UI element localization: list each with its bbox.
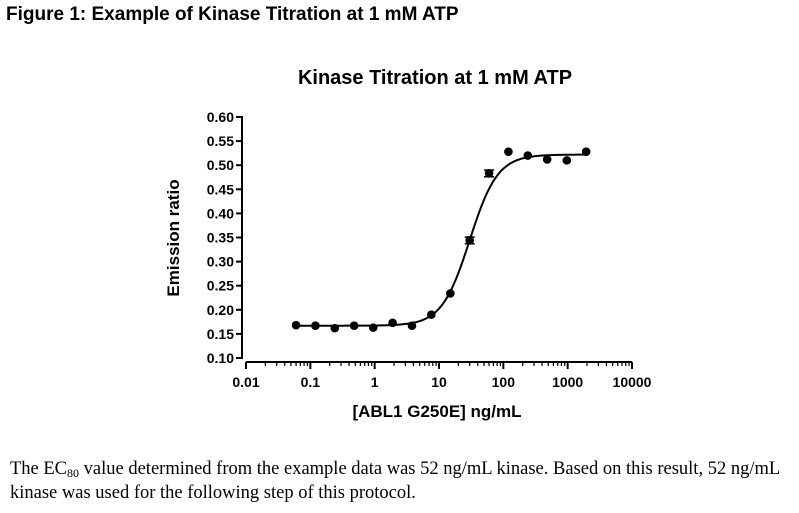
data-point bbox=[368, 323, 378, 332]
y-axis: 0.10 0.15 0.20 0.25 0.30 0.35 0.40 0.45 0.50 0.55… bbox=[207, 109, 243, 366]
data-point bbox=[427, 310, 436, 319]
y-tick-label: 0.35 bbox=[207, 230, 234, 246]
data-point bbox=[349, 321, 359, 331]
data-point bbox=[484, 169, 494, 178]
data-point bbox=[330, 323, 340, 333]
y-axis-label: Emission ratio bbox=[164, 179, 183, 296]
x-tick-label: 0.1 bbox=[301, 374, 321, 390]
x-tick-label: 0.01 bbox=[232, 374, 259, 390]
x-axis-label: [ABL1 G250E] ng/mL bbox=[352, 402, 521, 421]
y-tick-label: 0.15 bbox=[207, 326, 234, 342]
y-tick-label: 0.30 bbox=[207, 254, 234, 270]
data-point bbox=[407, 321, 417, 331]
data-point bbox=[562, 156, 572, 165]
y-tick-label: 0.40 bbox=[207, 205, 234, 221]
chart-title: Kinase Titration at 1 mM ATP bbox=[298, 67, 572, 89]
data-point bbox=[504, 147, 513, 157]
y-tick-label: 0.50 bbox=[207, 157, 234, 173]
y-tick-label: 0.20 bbox=[207, 302, 234, 318]
data-point bbox=[446, 289, 455, 298]
data-point bbox=[291, 320, 301, 330]
data-points bbox=[291, 147, 591, 333]
data-point bbox=[523, 151, 533, 160]
y-tick-label: 0.60 bbox=[207, 109, 234, 125]
y-tick-label: 0.55 bbox=[207, 133, 234, 149]
chart: Kinase Titration at 1 mM ATP 0.10 0.15 0.2… bbox=[164, 67, 652, 421]
body-text-part2: value determined from the example data w… bbox=[10, 459, 780, 503]
x-tick-label: 10000 bbox=[613, 374, 652, 390]
x-tick-label: 10 bbox=[431, 374, 447, 390]
fit-curve bbox=[296, 153, 588, 327]
body-text: The EC80 value determined from the examp… bbox=[10, 457, 795, 505]
y-tick-label: 0.25 bbox=[207, 278, 234, 294]
x-tick-label: 1 bbox=[371, 374, 379, 390]
data-point bbox=[311, 321, 320, 331]
body-text-part1: The EC bbox=[10, 459, 68, 479]
data-point bbox=[581, 147, 591, 157]
x-axis: 0.01 0.1 1 10 100 1000 10000 bbox=[232, 361, 652, 390]
y-tick-label: 0.45 bbox=[207, 181, 234, 197]
data-point bbox=[542, 155, 552, 164]
figure-caption: Figure 1: Example of Kinase Titration at… bbox=[6, 4, 459, 25]
data-point bbox=[465, 236, 474, 245]
x-tick-label: 1000 bbox=[552, 374, 583, 390]
x-tick-label: 100 bbox=[492, 374, 516, 390]
data-point bbox=[388, 318, 397, 328]
y-tick-label: 0.10 bbox=[207, 350, 234, 366]
body-text-subscript: 80 bbox=[67, 466, 80, 480]
